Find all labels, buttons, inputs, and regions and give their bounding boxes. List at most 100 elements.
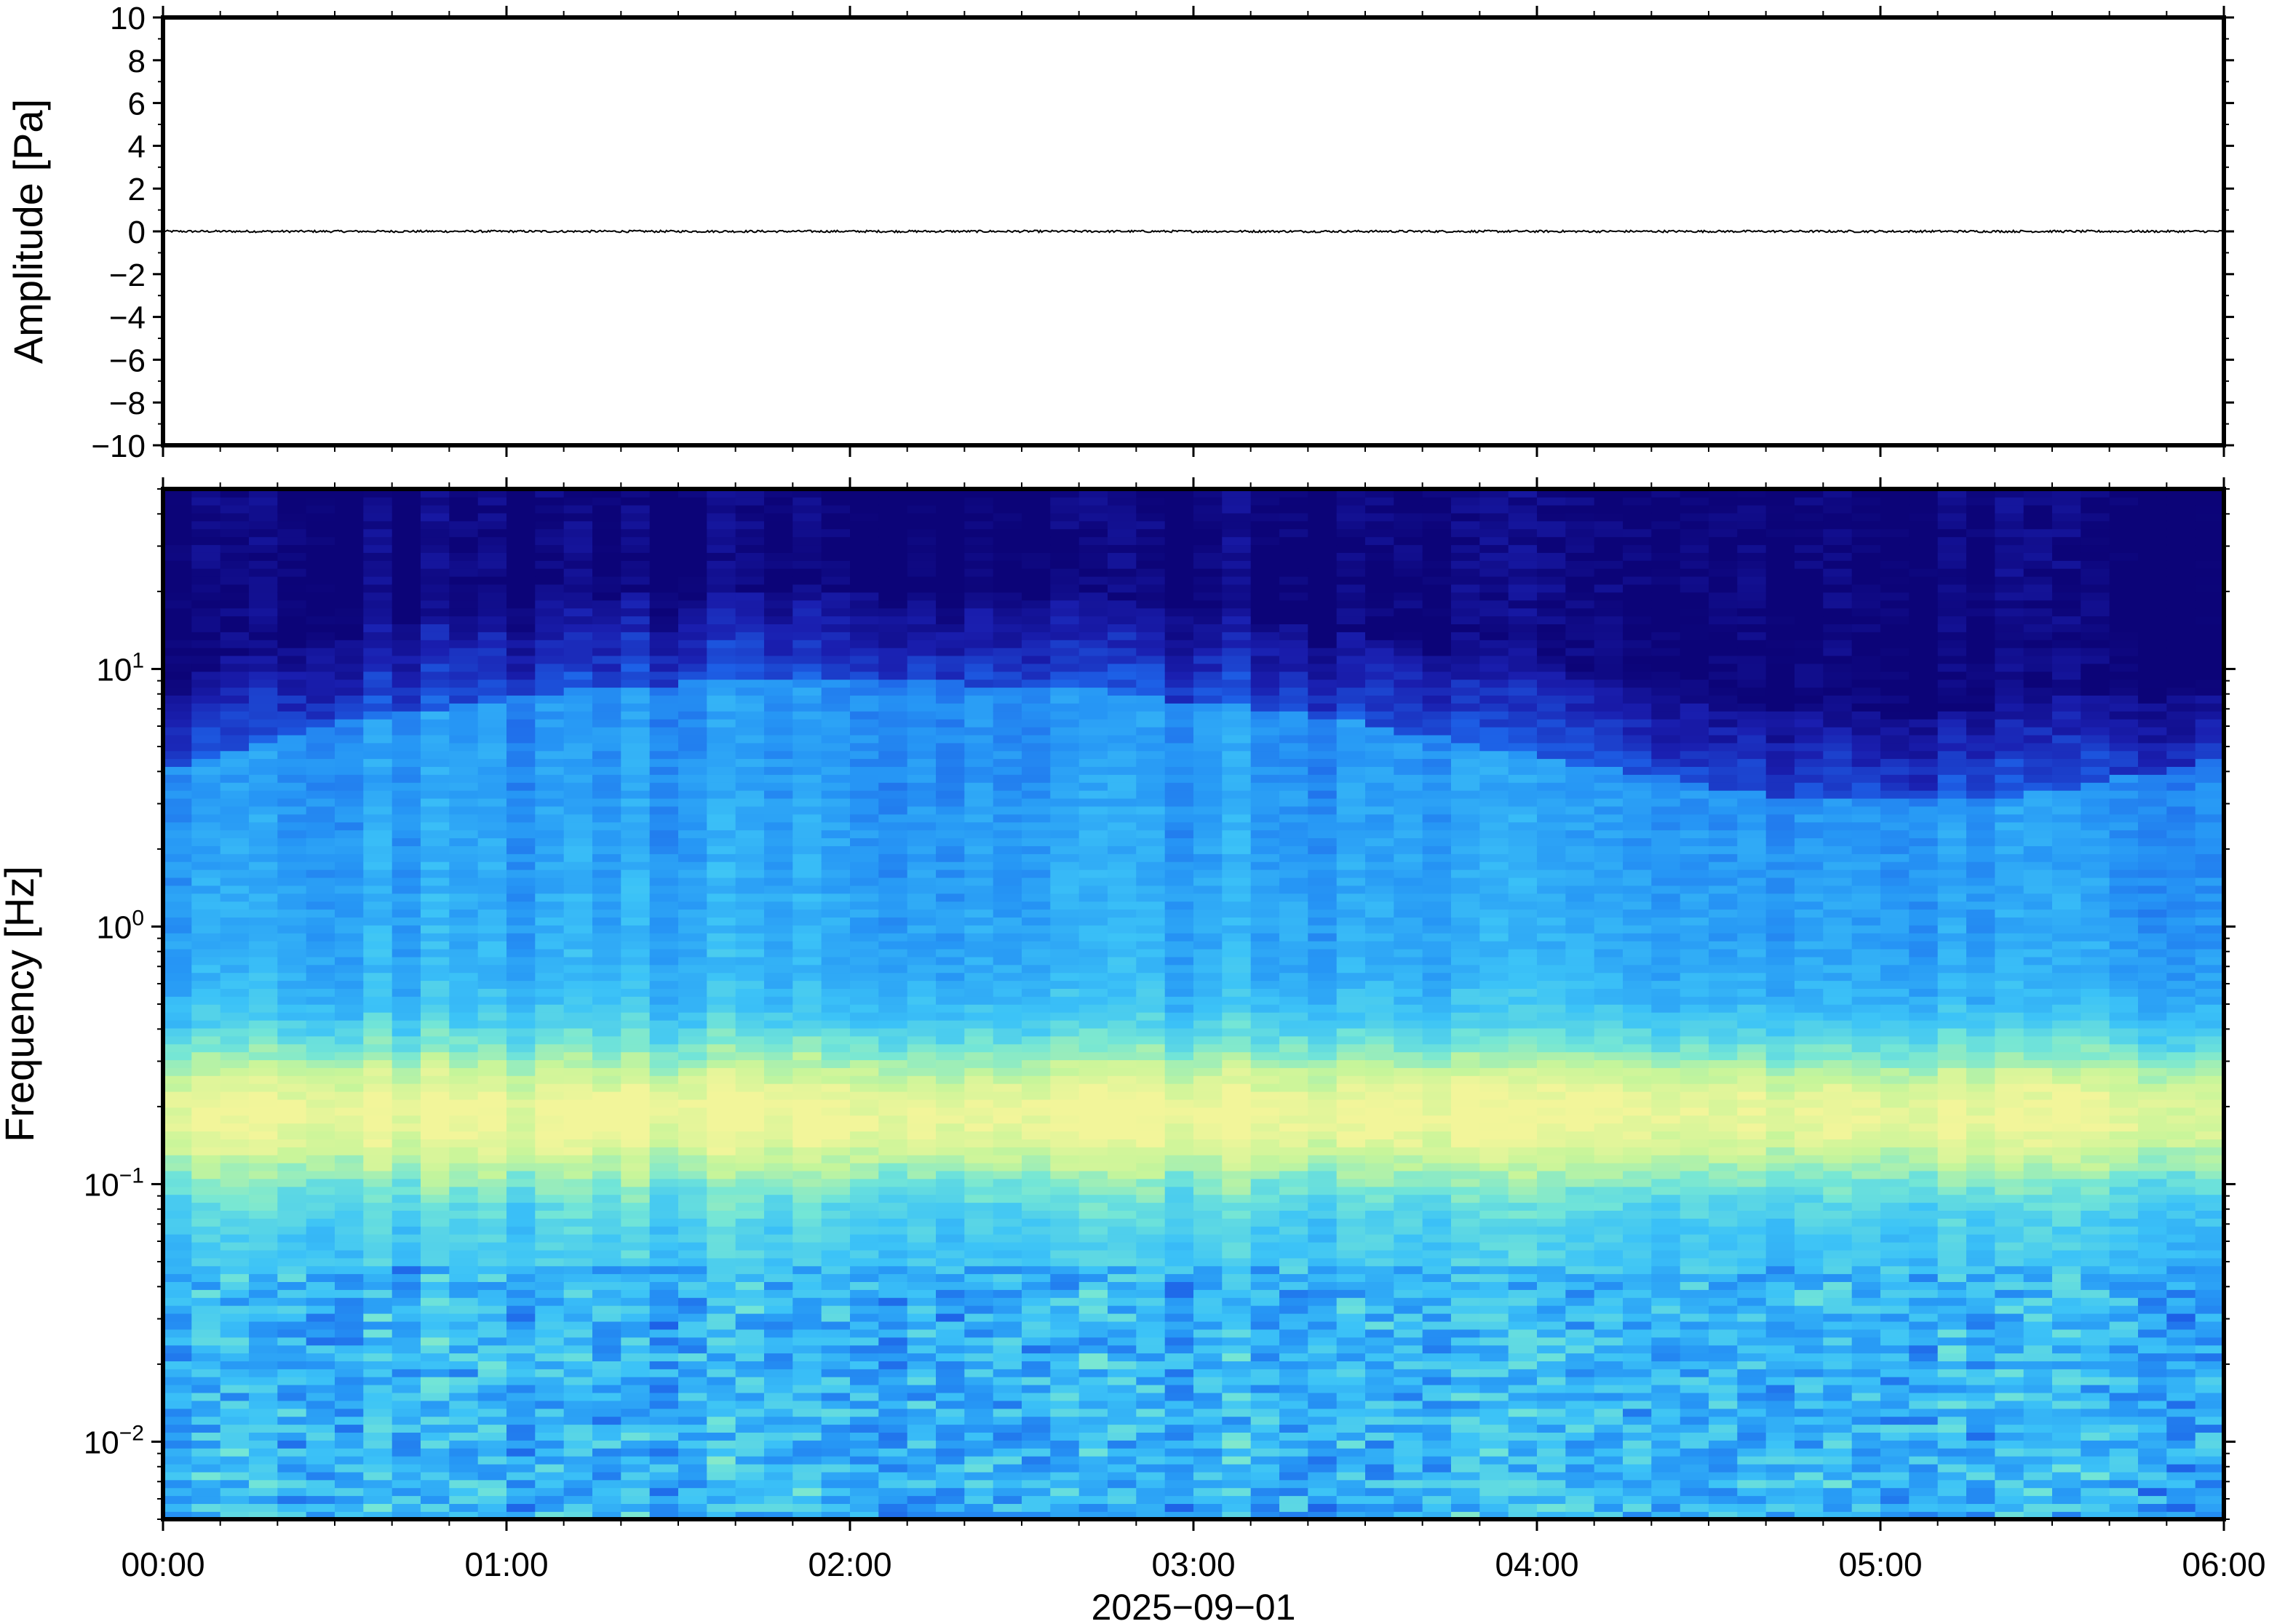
spectrogram-cell — [392, 1091, 421, 1100]
spectrogram-cell — [335, 512, 365, 522]
spectrogram-cell — [506, 1416, 536, 1425]
spectrogram-cell — [707, 520, 736, 530]
spectrogram-cell — [1193, 901, 1223, 910]
spectrogram-cell — [449, 640, 479, 648]
spectrogram-cell — [850, 742, 880, 752]
spectrogram-cell — [792, 1131, 822, 1139]
spectrogram-cell — [1108, 663, 1137, 672]
spectrogram-cell — [1078, 1305, 1108, 1314]
spectrogram-cell — [1050, 1384, 1080, 1393]
spectrogram-cell — [936, 1432, 966, 1441]
spectrogram-cell — [249, 782, 279, 791]
spectrogram-cell — [649, 1067, 679, 1076]
spectrogram-cell — [1050, 1408, 1080, 1417]
spectrogram-cell — [449, 1440, 479, 1449]
spectrogram-cell — [363, 1345, 393, 1354]
spectrogram-cell — [1022, 1162, 1052, 1171]
spectrogram-cell — [993, 489, 1022, 498]
spectrogram-cell — [477, 1337, 507, 1346]
spectrogram-cell — [592, 679, 622, 688]
spectrogram-cell — [421, 632, 450, 640]
spectrogram-cell — [764, 489, 794, 498]
spectrogram-cell — [363, 1408, 393, 1417]
spectrogram-cell — [449, 1329, 479, 1338]
spectrogram-cell — [220, 512, 250, 522]
spectrogram-cell — [277, 624, 307, 632]
spectrogram-cell — [993, 695, 1022, 704]
spectrogram-cell — [477, 1099, 507, 1108]
spectrogram-cell — [277, 1043, 307, 1053]
spectrogram-cell — [392, 552, 421, 561]
spectrogram-cell — [821, 1035, 851, 1045]
spectrogram-cell — [363, 925, 393, 934]
spectrogram-cell — [535, 1471, 565, 1481]
spectrogram-cell — [563, 901, 593, 910]
spectrogram-cell — [821, 1011, 851, 1021]
spectrogram-cell — [964, 964, 994, 974]
spectrogram-cell — [1222, 1202, 1252, 1211]
spectrogram-cell — [335, 996, 365, 1005]
spectrogram-cell — [821, 1186, 851, 1195]
spectrogram-cell — [1022, 655, 1052, 664]
spectrogram-cell — [792, 774, 822, 783]
spectrogram-cell — [592, 1083, 622, 1092]
spectrogram-cell — [649, 1233, 679, 1243]
spectrogram-cell — [421, 1155, 450, 1163]
spectrogram-cell — [335, 1265, 365, 1275]
spectrogram-cell — [392, 1353, 421, 1361]
spectrogram-cell — [678, 1107, 708, 1116]
spectrogram-cell — [878, 726, 908, 736]
spectrogram-cell — [477, 647, 507, 656]
spectrogram-cell — [592, 726, 622, 736]
spectrogram-cell — [477, 687, 507, 696]
spectrogram-cell — [477, 1004, 507, 1013]
spectrogram-cell — [1164, 956, 1194, 966]
spectrogram-cell — [707, 1369, 736, 1377]
spectrogram-cell — [936, 544, 966, 553]
spectrogram-cell — [1022, 1321, 1052, 1330]
spectrogram-cell — [592, 1043, 622, 1053]
spectrogram-cell — [535, 1123, 565, 1132]
spectrogram-cell — [735, 1139, 765, 1147]
spectrogram-cell — [249, 560, 279, 569]
spectrogram-cell — [506, 1471, 536, 1481]
spectrogram-cell — [1022, 1186, 1052, 1195]
spectrogram-cell — [1050, 536, 1080, 546]
spectrogram-cell — [707, 496, 736, 506]
spectrogram-cell — [592, 1448, 622, 1457]
spectrogram-cell — [735, 663, 765, 672]
spectrogram-cell — [878, 734, 908, 744]
spectrogram-cell — [764, 616, 794, 624]
spectrogram-cell — [821, 1162, 851, 1171]
spectrogram-cell — [678, 592, 708, 601]
spectrogram-cell — [964, 671, 994, 680]
spectrogram-cell — [1164, 600, 1194, 609]
spectrogram-cell — [649, 885, 679, 894]
spectrogram-cell — [907, 1463, 937, 1473]
spectrogram-cell — [621, 789, 651, 799]
spectrogram-cell — [792, 1241, 822, 1251]
spectrogram-cell — [792, 1376, 822, 1385]
spectrogram-cell — [163, 789, 193, 799]
spectrogram-cell — [220, 996, 250, 1005]
spectrogram-cell — [506, 782, 536, 791]
spectrogram-cell — [592, 782, 622, 791]
spectrogram-cell — [335, 1067, 365, 1076]
spectrogram-cell — [335, 655, 365, 664]
spectrogram-cell — [1164, 980, 1194, 989]
spectrogram-cell — [421, 1416, 450, 1425]
spectrogram-cell — [621, 1337, 651, 1346]
spectrogram-cell — [249, 1035, 279, 1045]
spectrogram-cell — [850, 1075, 880, 1084]
spectrogram-cell — [907, 1281, 937, 1290]
spectrogram-cell — [1022, 1249, 1052, 1259]
spectrogram-cell — [163, 1361, 193, 1369]
spectrogram-cell — [936, 1043, 966, 1053]
spectrogram-cell — [1193, 782, 1223, 791]
spectrogram-cell — [477, 1091, 507, 1100]
spectrogram-cell — [363, 964, 393, 974]
spectrogram-cell — [678, 640, 708, 648]
spectrogram-cell — [477, 877, 507, 886]
spectrogram-cell — [707, 544, 736, 553]
spectrogram-cell — [907, 687, 937, 696]
